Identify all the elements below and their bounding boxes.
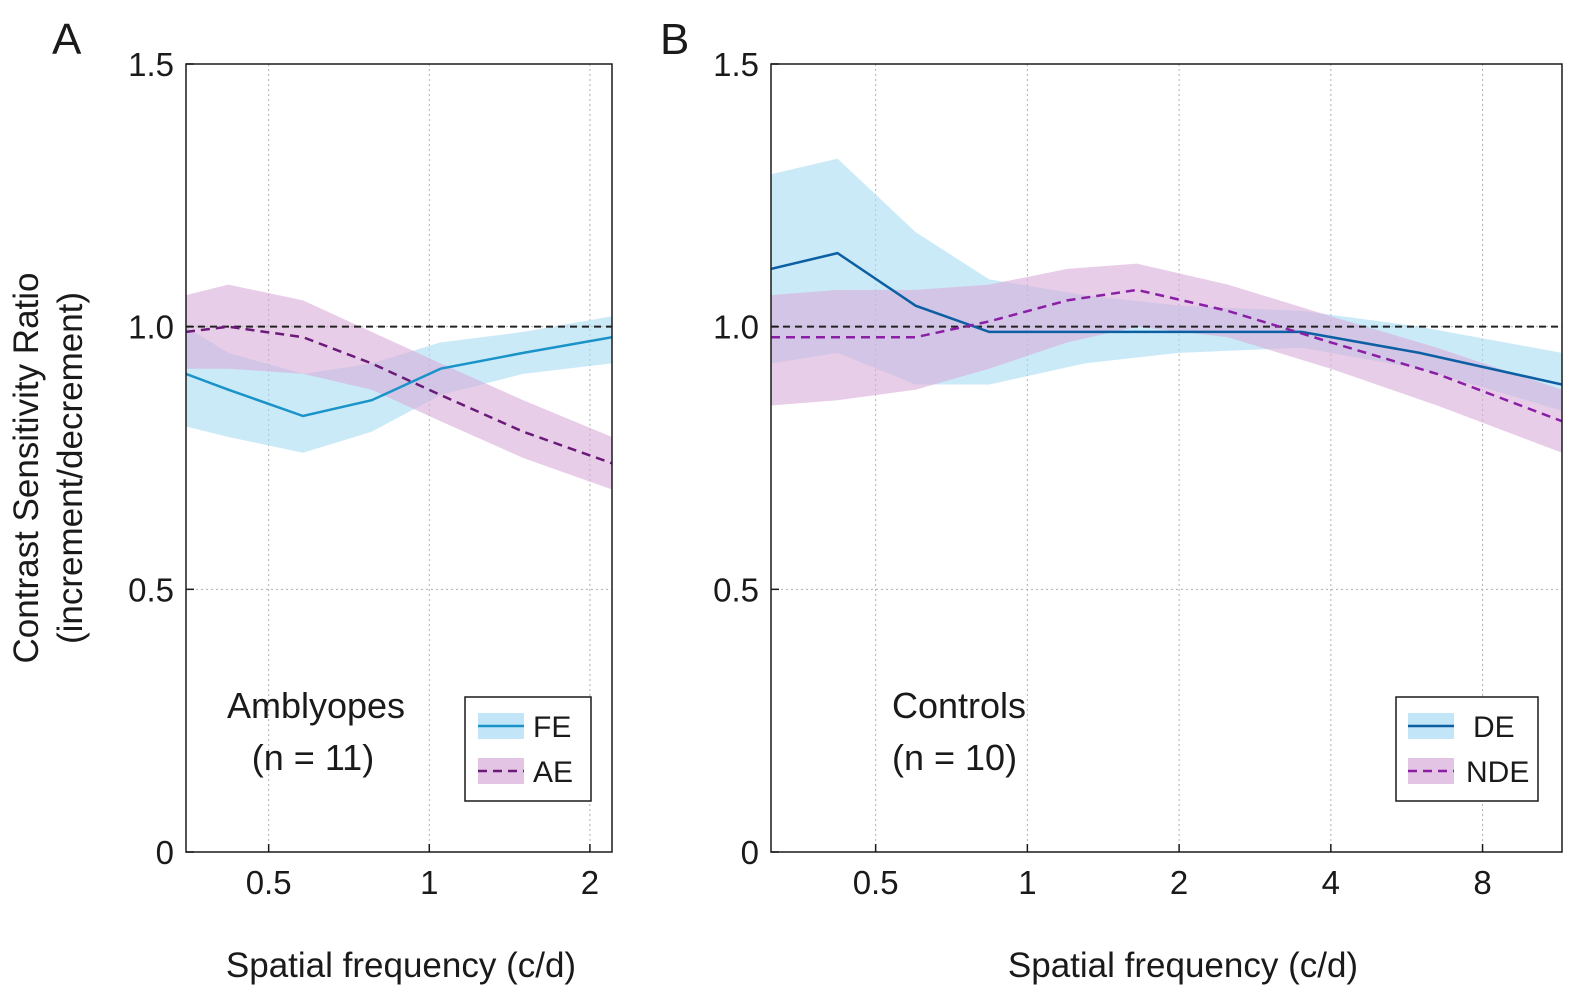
panel-b-group-label: Controls — [892, 685, 1026, 726]
panel-b-x-axis-label: Spatial frequency (c/d) — [1008, 946, 1358, 985]
panel-b-legend: DE NDE — [1395, 696, 1539, 802]
panel-b-plot: 0.5 1 2 4 8 0 0.5 1.0 1.5 — [713, 46, 1563, 901]
panel-b-nde-line — [771, 288, 1562, 423]
panel-a-x-tick-label-2: 2 — [581, 864, 599, 901]
panel-b-y-tick-label-1.0: 1.0 — [713, 309, 759, 346]
panel-a-y-tick-label-1.0: 1.0 — [128, 309, 174, 346]
legend-ae-label: AE — [533, 756, 573, 789]
y-axis-label-line2: (increment/decrement) — [51, 292, 90, 644]
panel-a-axes-box — [185, 63, 613, 853]
panel-b: B 0.5 1 2 4 8 0 0.5 1.0 1.5 Controls (n = 10) Sp… — [660, 15, 1563, 985]
panel-a-plot: 0.5 1 2 0 0.5 1.0 1.5 — [128, 46, 613, 901]
y-axis-label-line1: Contrast Sensitivity Ratio — [7, 273, 46, 664]
panel-a-x-tick-label-0.5: 0.5 — [246, 864, 292, 901]
panel-a-letter: A — [52, 15, 82, 64]
panel-a-y-tick-label-1.5: 1.5 — [128, 46, 174, 83]
panel-b-group-count: (n = 10) — [892, 737, 1017, 778]
panel-b-x-tick-label-1: 1 — [1018, 864, 1036, 901]
panel-a-fe-line — [186, 335, 612, 418]
panel-b-x-tick-label-4: 4 — [1322, 864, 1340, 901]
panel-b-y-tick-label-0: 0 — [741, 834, 759, 871]
panel-b-y-tick-label-1.5: 1.5 — [713, 46, 759, 83]
panel-a-data-layer — [186, 284, 612, 490]
panel-a-x-tick-label-1: 1 — [420, 864, 438, 901]
panel-a-group-count: (n = 11) — [252, 737, 374, 778]
legend-fe-label: FE — [533, 711, 571, 744]
panel-a-legend: FE AE — [464, 696, 592, 802]
panel-b-x-tick-label-2: 2 — [1170, 864, 1188, 901]
panel-b-x-tick-label-0.5: 0.5 — [853, 864, 899, 901]
panel-b-axes-box — [770, 63, 1563, 853]
panel-a-y-tick-label-0: 0 — [156, 834, 174, 871]
panel-a-y-tick-label-0.5: 0.5 — [128, 571, 174, 608]
panel-b-de-line — [771, 251, 1562, 386]
legend-nde-label: NDE — [1466, 756, 1529, 789]
panel-a-x-axis-label: Spatial frequency (c/d) — [226, 946, 576, 985]
panel-b-letter: B — [660, 15, 689, 64]
panel-a-group-label: Amblyopes — [227, 685, 405, 726]
panel-b-x-tick-label-8: 8 — [1473, 864, 1491, 901]
panel-b-y-tick-label-0.5: 0.5 — [713, 571, 759, 608]
panel-a: A 0.5 1 2 0 0.5 1.0 1.5 Amblyopes (n = 11) Spa… — [52, 15, 613, 985]
panel-b-data-layer — [771, 158, 1562, 453]
legend-de-label: DE — [1473, 711, 1515, 744]
panel-b-nde-band — [771, 263, 1562, 453]
